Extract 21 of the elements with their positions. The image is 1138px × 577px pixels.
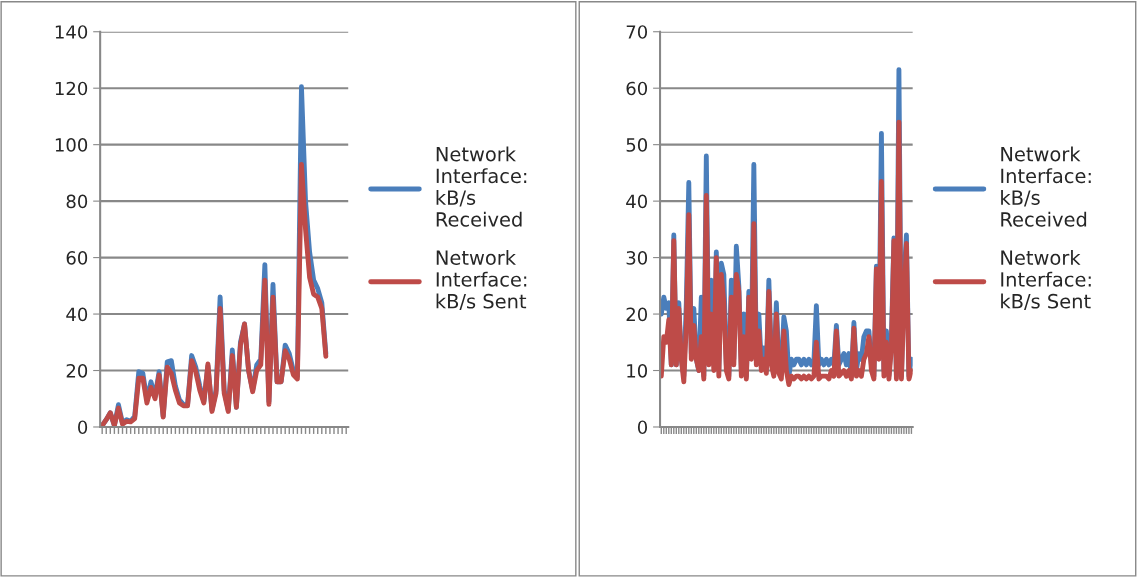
y-tick-label: 60 <box>626 81 648 96</box>
y-tick-label: 0 <box>637 420 648 435</box>
y-tick-label: 30 <box>626 251 648 265</box>
y-tick-label: 70 <box>626 25 648 39</box>
legend-label: Network Interface: kB/s Sent <box>1001 249 1091 311</box>
legend-label: Network Interface: kB/s Sent <box>436 249 527 311</box>
legend-label: Network Interface: kB/s Received <box>436 146 527 227</box>
legend-label: Network Interface: kB/s Received <box>1001 146 1091 227</box>
y-tick-label: 50 <box>626 138 648 152</box>
y-tick-label: 20 <box>66 363 88 378</box>
line-series <box>100 161 329 427</box>
y-tick-label: 40 <box>626 194 648 209</box>
y-tick-label: 60 <box>66 251 88 265</box>
y-tick-label: 80 <box>66 194 88 209</box>
y-tick-label: 40 <box>66 307 88 322</box>
y-tick-label: 20 <box>626 307 648 322</box>
y-tick-label: 140 <box>55 25 88 39</box>
y-tick-label: 100 <box>55 138 88 152</box>
y-tick-label: 10 <box>627 363 648 378</box>
y-tick-label: 0 <box>78 420 88 435</box>
y-tick-label: 120 <box>55 81 88 96</box>
